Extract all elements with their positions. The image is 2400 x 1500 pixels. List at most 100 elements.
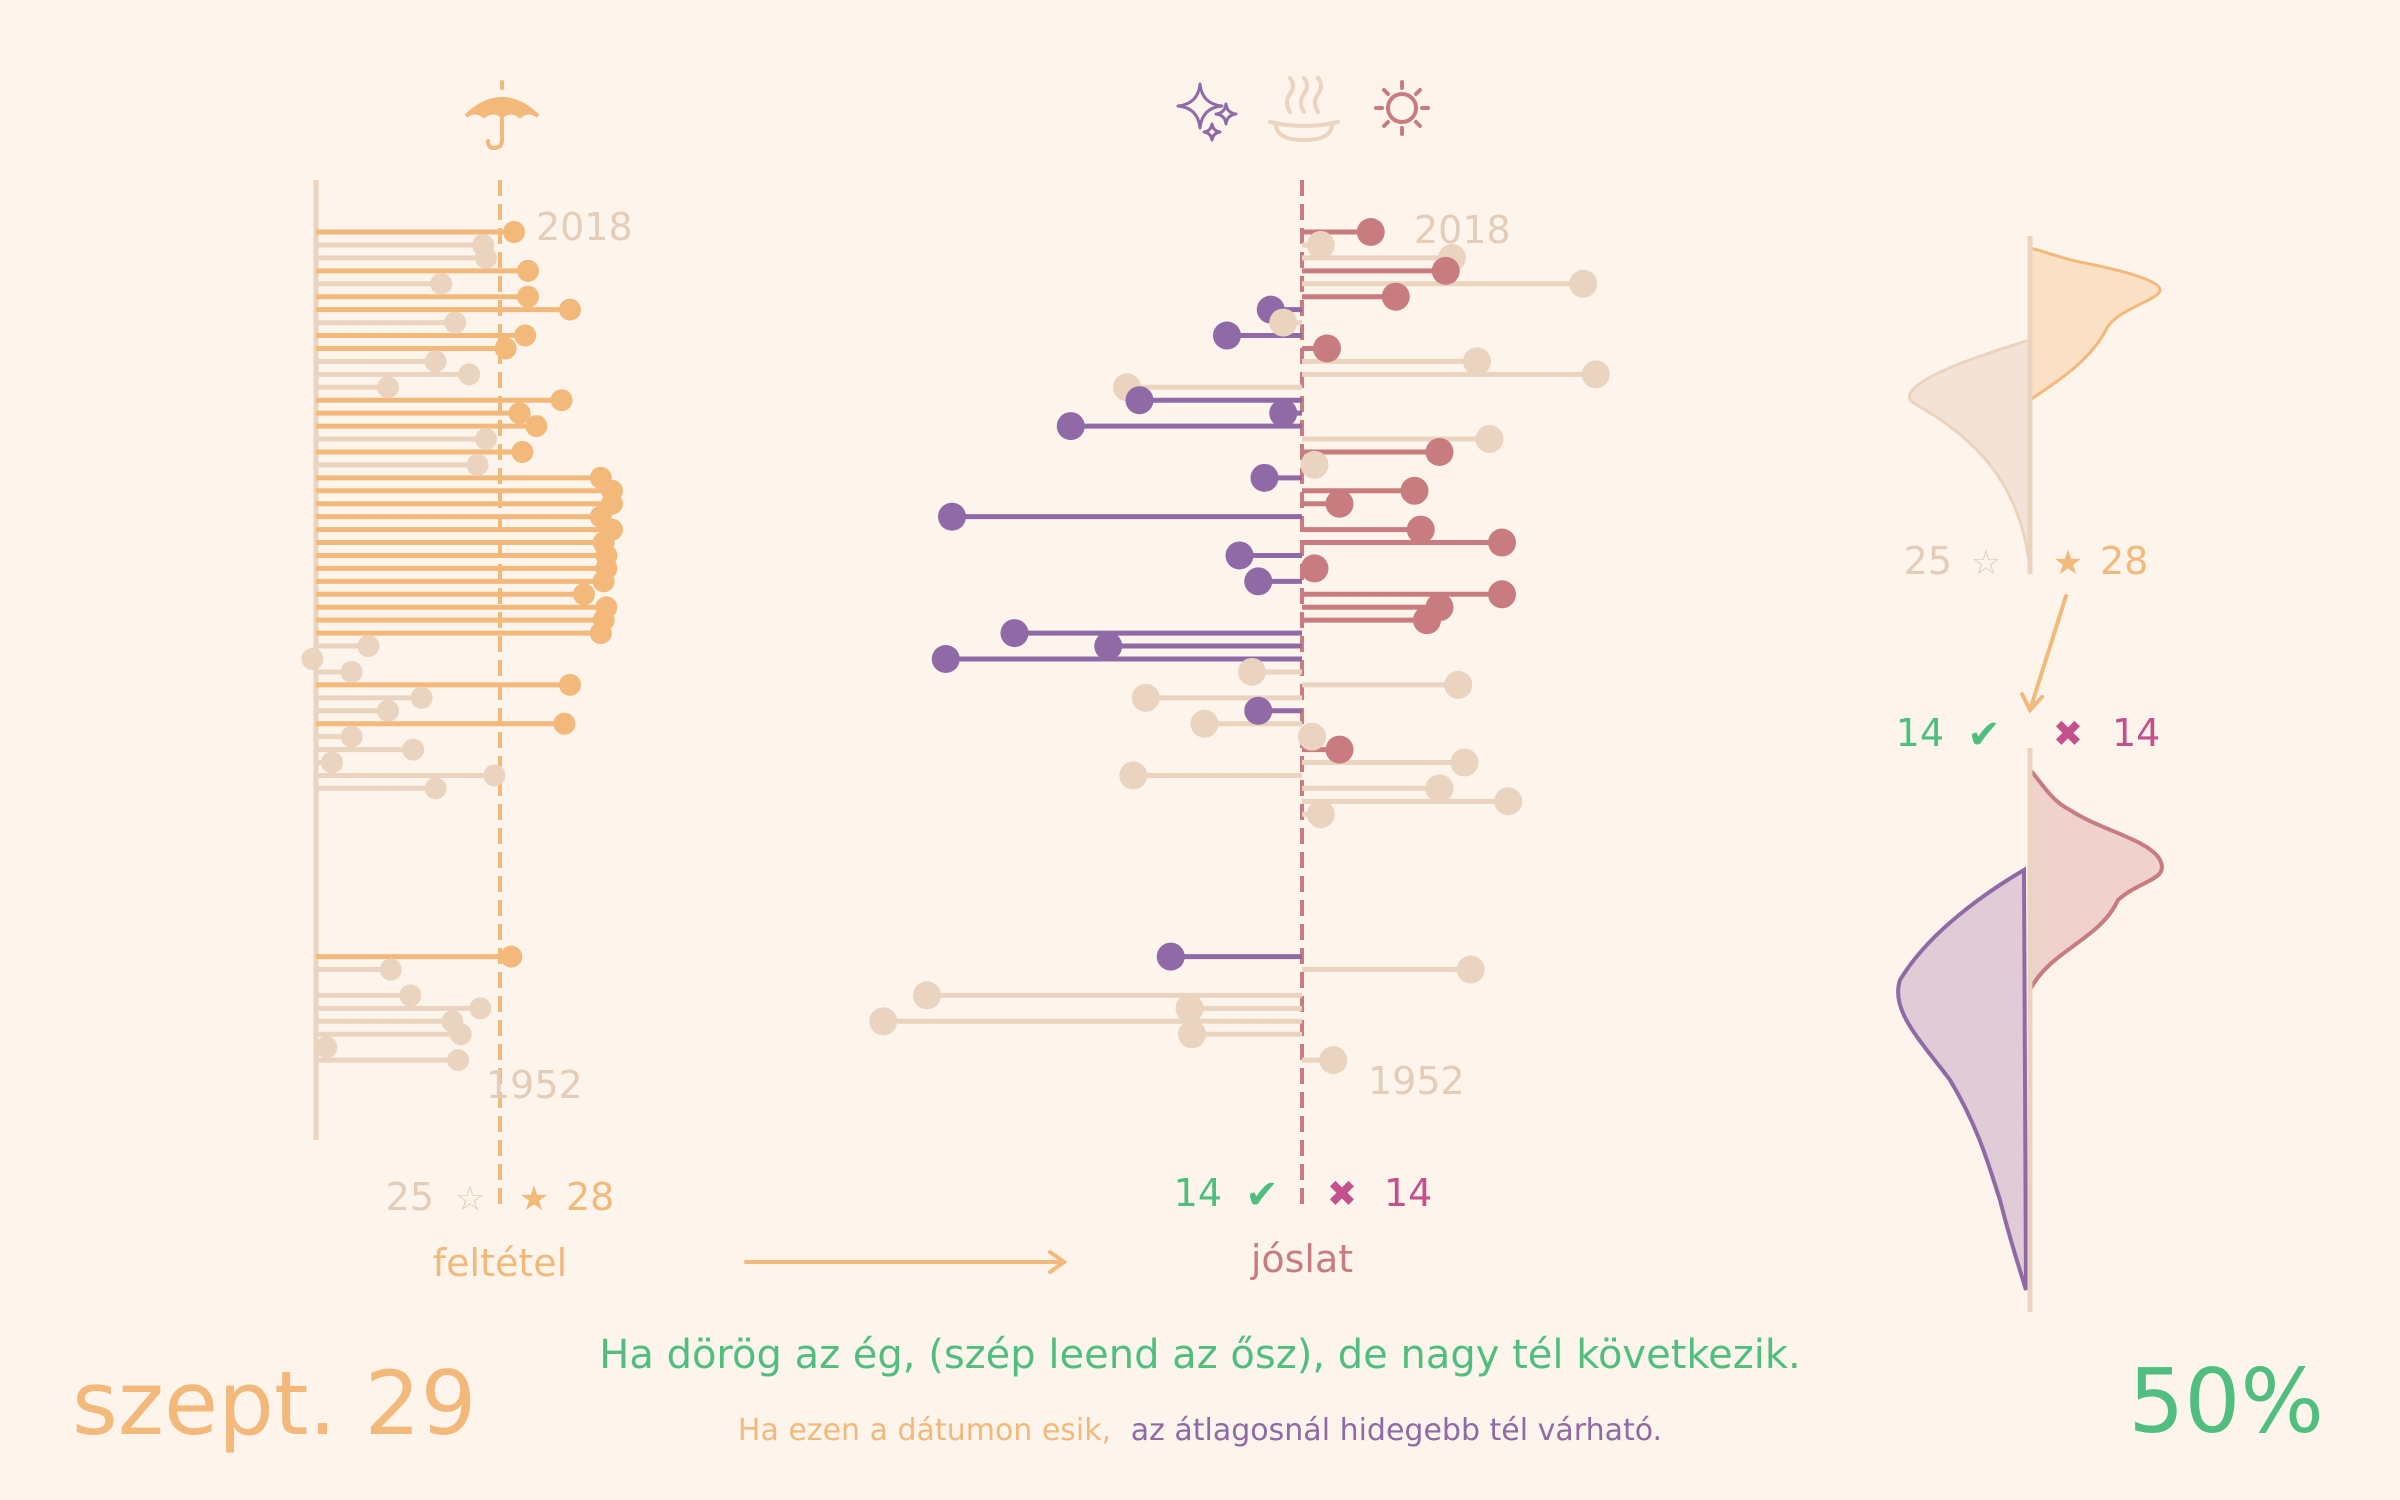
condition-point [559,673,581,696]
condition-point [466,453,489,476]
arrow-right-icon [744,1250,1068,1274]
cross-icon: ✖ [1327,1174,1357,1215]
forecast-point [1425,774,1454,803]
dist-empty-star-icon: ☆ [1971,543,2001,583]
forecast-point [1244,696,1273,725]
forecast-point [1238,657,1266,686]
condition-met-count: 28 [566,1175,614,1219]
condition-axis-label: feltétel [433,1241,567,1285]
check-icon: ✔ [1245,1172,1279,1218]
dist-filled-star-icon: ★ [2053,543,2083,583]
condition-point [430,272,453,295]
dist-cross-icon: ✖ [2053,714,2083,755]
forecast-point [1094,632,1123,661]
forecast-axis-label: jóslat [1250,1237,1353,1281]
condition-point [592,570,615,593]
forecast-point [1494,787,1523,816]
dist-check-icon: ✔ [1967,712,2001,758]
forecast-year-bottom: 1952 [1368,1059,1465,1103]
condition-point [525,415,548,438]
forecast-point [1269,399,1298,428]
forecast-point [1250,463,1279,492]
forecast-point [1306,800,1335,829]
filled-star-icon: ★ [519,1179,549,1219]
forecast-point [938,502,966,531]
forecast-point [1356,218,1385,246]
condition-point [483,764,506,787]
condition-point [449,1023,472,1046]
condition-point [340,660,363,683]
forecast-point [869,1007,898,1036]
condition-point [301,648,324,670]
condition-point [321,751,343,774]
condition-point [410,686,433,709]
date-title: szept. 29 [72,1352,476,1455]
forecast-point [1300,554,1329,583]
forecast-point [1444,670,1473,699]
condition-point [500,945,523,968]
condition-point [340,725,363,748]
condition-point [377,699,399,722]
steam-icon [1268,76,1340,143]
dist-correct-count: 14 [1896,711,1944,755]
forecast-point [1488,528,1516,557]
forecast-point [1325,489,1354,518]
forecast-point [1269,308,1298,337]
condition-point [402,738,425,761]
forecast-point [1313,334,1341,363]
forecast-point [1298,722,1326,751]
forecast-distribution [1896,748,2164,1312]
forecast-point [931,645,960,673]
condition-point [573,583,595,606]
condition-point [475,428,497,451]
sparkles-icon [1176,82,1238,142]
condition-point [424,777,447,800]
forecast-point [1425,437,1454,466]
saying-text: Ha dörög az ég, (szép leend az ősz), de … [599,1332,1800,1378]
forecast-point [1488,580,1516,609]
condition-point [553,712,576,735]
condition-point [399,984,422,1007]
condition-point [379,958,402,981]
condition-not-met-density [1908,337,2032,571]
condition-point [517,285,539,308]
condition-year-bottom: 1952 [486,1063,583,1107]
forecast-point [1400,476,1429,505]
forecast-point [1569,269,1598,298]
condition-not-met-count: 25 [386,1175,434,1219]
forecast-point [1175,994,1204,1023]
condition-point [559,298,581,321]
forecast-point [1413,606,1441,635]
accuracy-value: 50% [2128,1350,2324,1453]
empty-star-icon: ☆ [455,1179,485,1219]
forecast-point [1475,425,1504,454]
condition-lollipops [301,221,623,1072]
umbrella-icon [464,80,540,151]
condition-point [550,389,573,412]
condition-point [517,259,539,282]
condition-point [377,376,399,399]
condition-point [475,246,497,269]
forecast-wrong-count: 14 [1384,1171,1432,1215]
forecast-point [1463,347,1491,376]
dist-met-count: 28 [2100,539,2148,583]
forecast-point [1406,515,1435,544]
forecast-point [1450,748,1479,777]
forecast-point [1131,683,1160,712]
condition-point [444,311,467,334]
saying-note-condition: Ha ezen a dátumon esik, [738,1413,1111,1448]
forecast-point [1125,386,1154,415]
forecast-point [1381,282,1410,311]
forecast-point [1056,412,1085,441]
saying-note-forecast: az átlagosnál hidegebb tél várható. [1131,1413,1662,1448]
forecast-point [913,981,941,1010]
condition-point [424,350,447,373]
forecast-point [1213,321,1241,350]
forecast-point [1325,735,1354,764]
forecast-point [1431,256,1460,285]
forecast-point [1306,230,1335,259]
condition-point [514,324,537,347]
forecast-warm-density [2028,765,2164,991]
forecast-point [1456,955,1485,984]
